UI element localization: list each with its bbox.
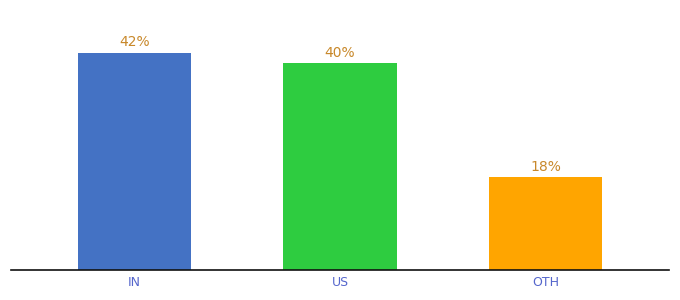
Bar [489, 177, 602, 270]
Text: 18%: 18% [530, 160, 561, 174]
Text: 42%: 42% [119, 35, 150, 50]
Bar [78, 52, 191, 270]
Bar [284, 63, 396, 270]
Text: 40%: 40% [324, 46, 356, 60]
